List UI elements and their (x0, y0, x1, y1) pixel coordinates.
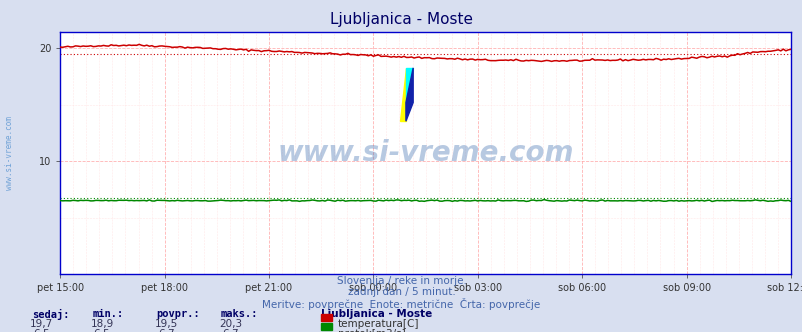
Text: sedaj:: sedaj: (32, 309, 70, 320)
Text: 6,5: 6,5 (34, 329, 50, 332)
Text: Slovenija / reke in morje.: Slovenija / reke in morje. (336, 276, 466, 286)
Polygon shape (406, 68, 413, 121)
Text: pretok[m3/s]: pretok[m3/s] (338, 329, 405, 332)
Text: 6,7: 6,7 (222, 329, 238, 332)
Text: www.si-vreme.com: www.si-vreme.com (5, 116, 14, 190)
Text: min.:: min.: (92, 309, 124, 319)
Text: 20,3: 20,3 (219, 319, 241, 329)
Text: povpr.:: povpr.: (156, 309, 200, 319)
Text: 19,5: 19,5 (155, 319, 177, 329)
Text: zadnji dan / 5 minut.: zadnji dan / 5 minut. (347, 287, 455, 297)
Polygon shape (399, 68, 406, 121)
Text: maks.:: maks.: (221, 309, 258, 319)
Polygon shape (406, 68, 413, 103)
Text: Ljubljanica - Moste: Ljubljanica - Moste (321, 309, 432, 319)
Text: Ljubljanica - Moste: Ljubljanica - Moste (330, 12, 472, 27)
Text: 6,7: 6,7 (158, 329, 174, 332)
Text: temperatura[C]: temperatura[C] (338, 319, 419, 329)
Text: Meritve: povprečne  Enote: metrične  Črta: povprečje: Meritve: povprečne Enote: metrične Črta:… (262, 298, 540, 310)
Text: 19,7: 19,7 (30, 319, 53, 329)
Text: www.si-vreme.com: www.si-vreme.com (277, 139, 573, 167)
Text: 6,5: 6,5 (94, 329, 110, 332)
Text: 18,9: 18,9 (91, 319, 113, 329)
